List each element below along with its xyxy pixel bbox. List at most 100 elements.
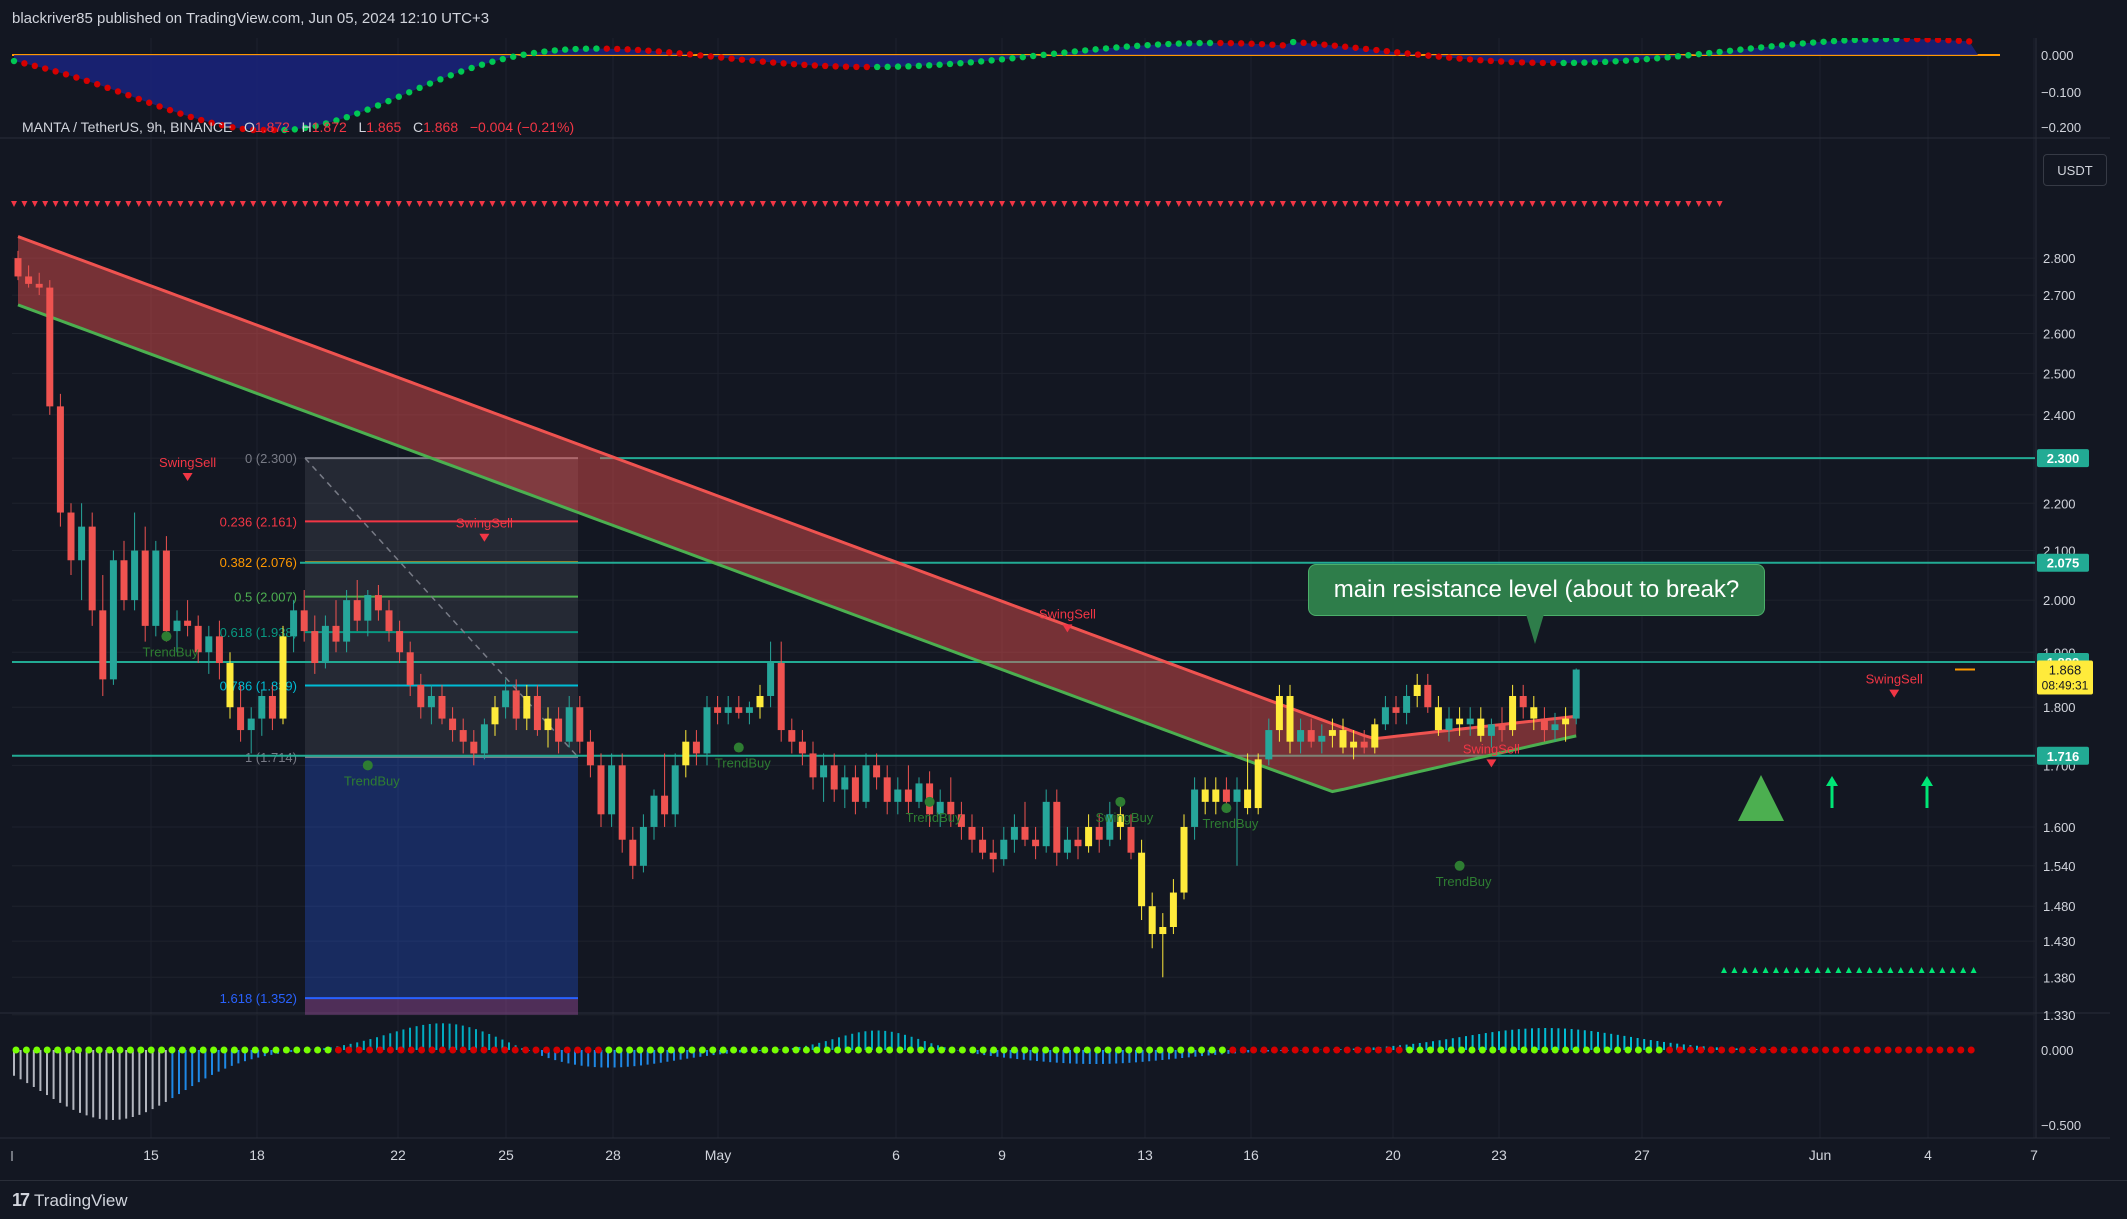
osc-dot	[1009, 55, 1016, 62]
candle-body	[533, 695, 541, 731]
osc-dot	[1518, 59, 1526, 66]
resistance-marker	[1040, 201, 1047, 207]
histogram-dot	[501, 1046, 509, 1054]
histogram-dot	[480, 1046, 488, 1054]
osc-dot	[1622, 57, 1630, 64]
resistance-marker	[1175, 201, 1182, 207]
resistance-marker	[115, 201, 121, 207]
candle-body	[979, 839, 987, 853]
resistance-marker	[1685, 201, 1692, 207]
histogram-dot	[1239, 1046, 1247, 1054]
candle-body	[915, 783, 923, 802]
osc-dot	[624, 46, 631, 53]
histogram-dot	[1655, 1046, 1663, 1054]
osc-dot	[1768, 43, 1775, 50]
candle-body	[788, 730, 796, 742]
histogram-dot	[407, 1046, 415, 1054]
resistance-marker	[791, 201, 797, 207]
osc-dot	[1134, 42, 1141, 50]
time-tick-label: 7	[2030, 1147, 2038, 1163]
candle-body	[438, 695, 446, 719]
histogram-dot	[802, 1046, 810, 1054]
histogram-dot	[1707, 1046, 1715, 1054]
osc-dot	[52, 68, 59, 75]
histogram-dot	[64, 1046, 72, 1054]
candle-body	[724, 707, 732, 713]
histogram-dot	[1926, 1046, 1934, 1054]
osc-dot	[1882, 35, 1890, 43]
trend-buy-label: TrendBuy	[344, 773, 400, 788]
resistance-marker	[978, 201, 985, 207]
resistance-marker	[1435, 201, 1442, 207]
tradingview-brand[interactable]: 17 TradingView	[12, 1190, 128, 1211]
histogram-dot	[1801, 1046, 1809, 1054]
chart-canvas[interactable]: 0 (2.300) 0.236 (2.161) 0.382 (2.076) 0.5 (…	[0, 35, 2127, 1180]
candle-body	[947, 801, 955, 815]
resistance-marker	[447, 201, 454, 207]
up-arrow-icon	[1921, 776, 1933, 808]
candle-body	[290, 610, 298, 637]
currency-selector[interactable]: USDT	[2043, 154, 2107, 186]
resistance-marker	[915, 201, 922, 207]
resistance-marker	[1227, 201, 1234, 207]
osc-dot	[1279, 42, 1287, 49]
osc-dot	[738, 56, 746, 63]
osc-dot	[1498, 58, 1505, 65]
osc-dot	[135, 95, 142, 103]
swing-sell-label: SwingSell	[1866, 672, 1923, 687]
time-tick-label: Jun	[1809, 1147, 1832, 1163]
price-tick-label: 1.330	[2043, 1008, 2076, 1023]
candle-body	[1318, 735, 1326, 742]
osc-dot	[62, 71, 70, 78]
chart-stage[interactable]: 0 (2.300) 0.236 (2.161) 0.382 (2.076) 0.5 (…	[0, 35, 2127, 1180]
resistance-marker	[1113, 201, 1120, 207]
resistance-marker	[73, 201, 80, 207]
resistance-marker	[1404, 201, 1411, 207]
histogram-dot	[1842, 1046, 1850, 1054]
histogram-dot	[1863, 1046, 1871, 1054]
osc-dot	[1706, 49, 1713, 57]
histogram-dot	[771, 1046, 779, 1054]
resistance-marker	[1269, 201, 1276, 207]
trend-band-upper	[17, 235, 1577, 741]
resistance-marker	[1279, 201, 1286, 207]
resistance-marker	[520, 201, 527, 207]
osc-dot	[1654, 55, 1661, 62]
resistance-marker	[312, 201, 319, 207]
resistance-marker	[1529, 201, 1536, 207]
footer-bar: 17 TradingView	[0, 1180, 2127, 1219]
candle-body	[459, 730, 467, 742]
candle-body	[237, 707, 245, 731]
candle-body	[385, 610, 393, 632]
resistance-marker	[395, 201, 402, 207]
fib-label: 0.5 (2.007)	[234, 590, 297, 605]
resistance-marker	[1331, 201, 1338, 207]
candle-body	[67, 512, 75, 561]
osc-dot	[1019, 53, 1026, 61]
osc-dot	[1383, 47, 1391, 55]
histogram-dot	[1957, 1046, 1965, 1054]
osc-dot	[1446, 54, 1453, 61]
osc-dot	[1050, 50, 1058, 57]
candle-body	[1265, 730, 1273, 760]
histogram-dot	[1874, 1046, 1882, 1054]
osc-dot	[1602, 58, 1609, 66]
histogram-dot	[230, 1046, 238, 1054]
histogram-dot	[761, 1046, 769, 1054]
resistance-marker	[697, 201, 704, 207]
resistance-marker	[31, 201, 38, 207]
resistance-marker	[499, 201, 506, 207]
candle-body	[141, 550, 149, 626]
histogram-dot	[1166, 1046, 1174, 1054]
osc-dot	[1685, 52, 1692, 59]
price-tick-label: 1.430	[2043, 934, 2076, 949]
osc-dot	[884, 63, 891, 71]
histogram-dot	[792, 1046, 800, 1054]
histogram-dot	[813, 1046, 821, 1054]
histogram-dot	[1031, 1046, 1039, 1054]
osc-dot	[416, 84, 423, 92]
resistance-marker	[666, 201, 673, 207]
candle-body	[427, 695, 435, 708]
candle-body	[99, 610, 107, 680]
candle-body	[1381, 707, 1389, 725]
